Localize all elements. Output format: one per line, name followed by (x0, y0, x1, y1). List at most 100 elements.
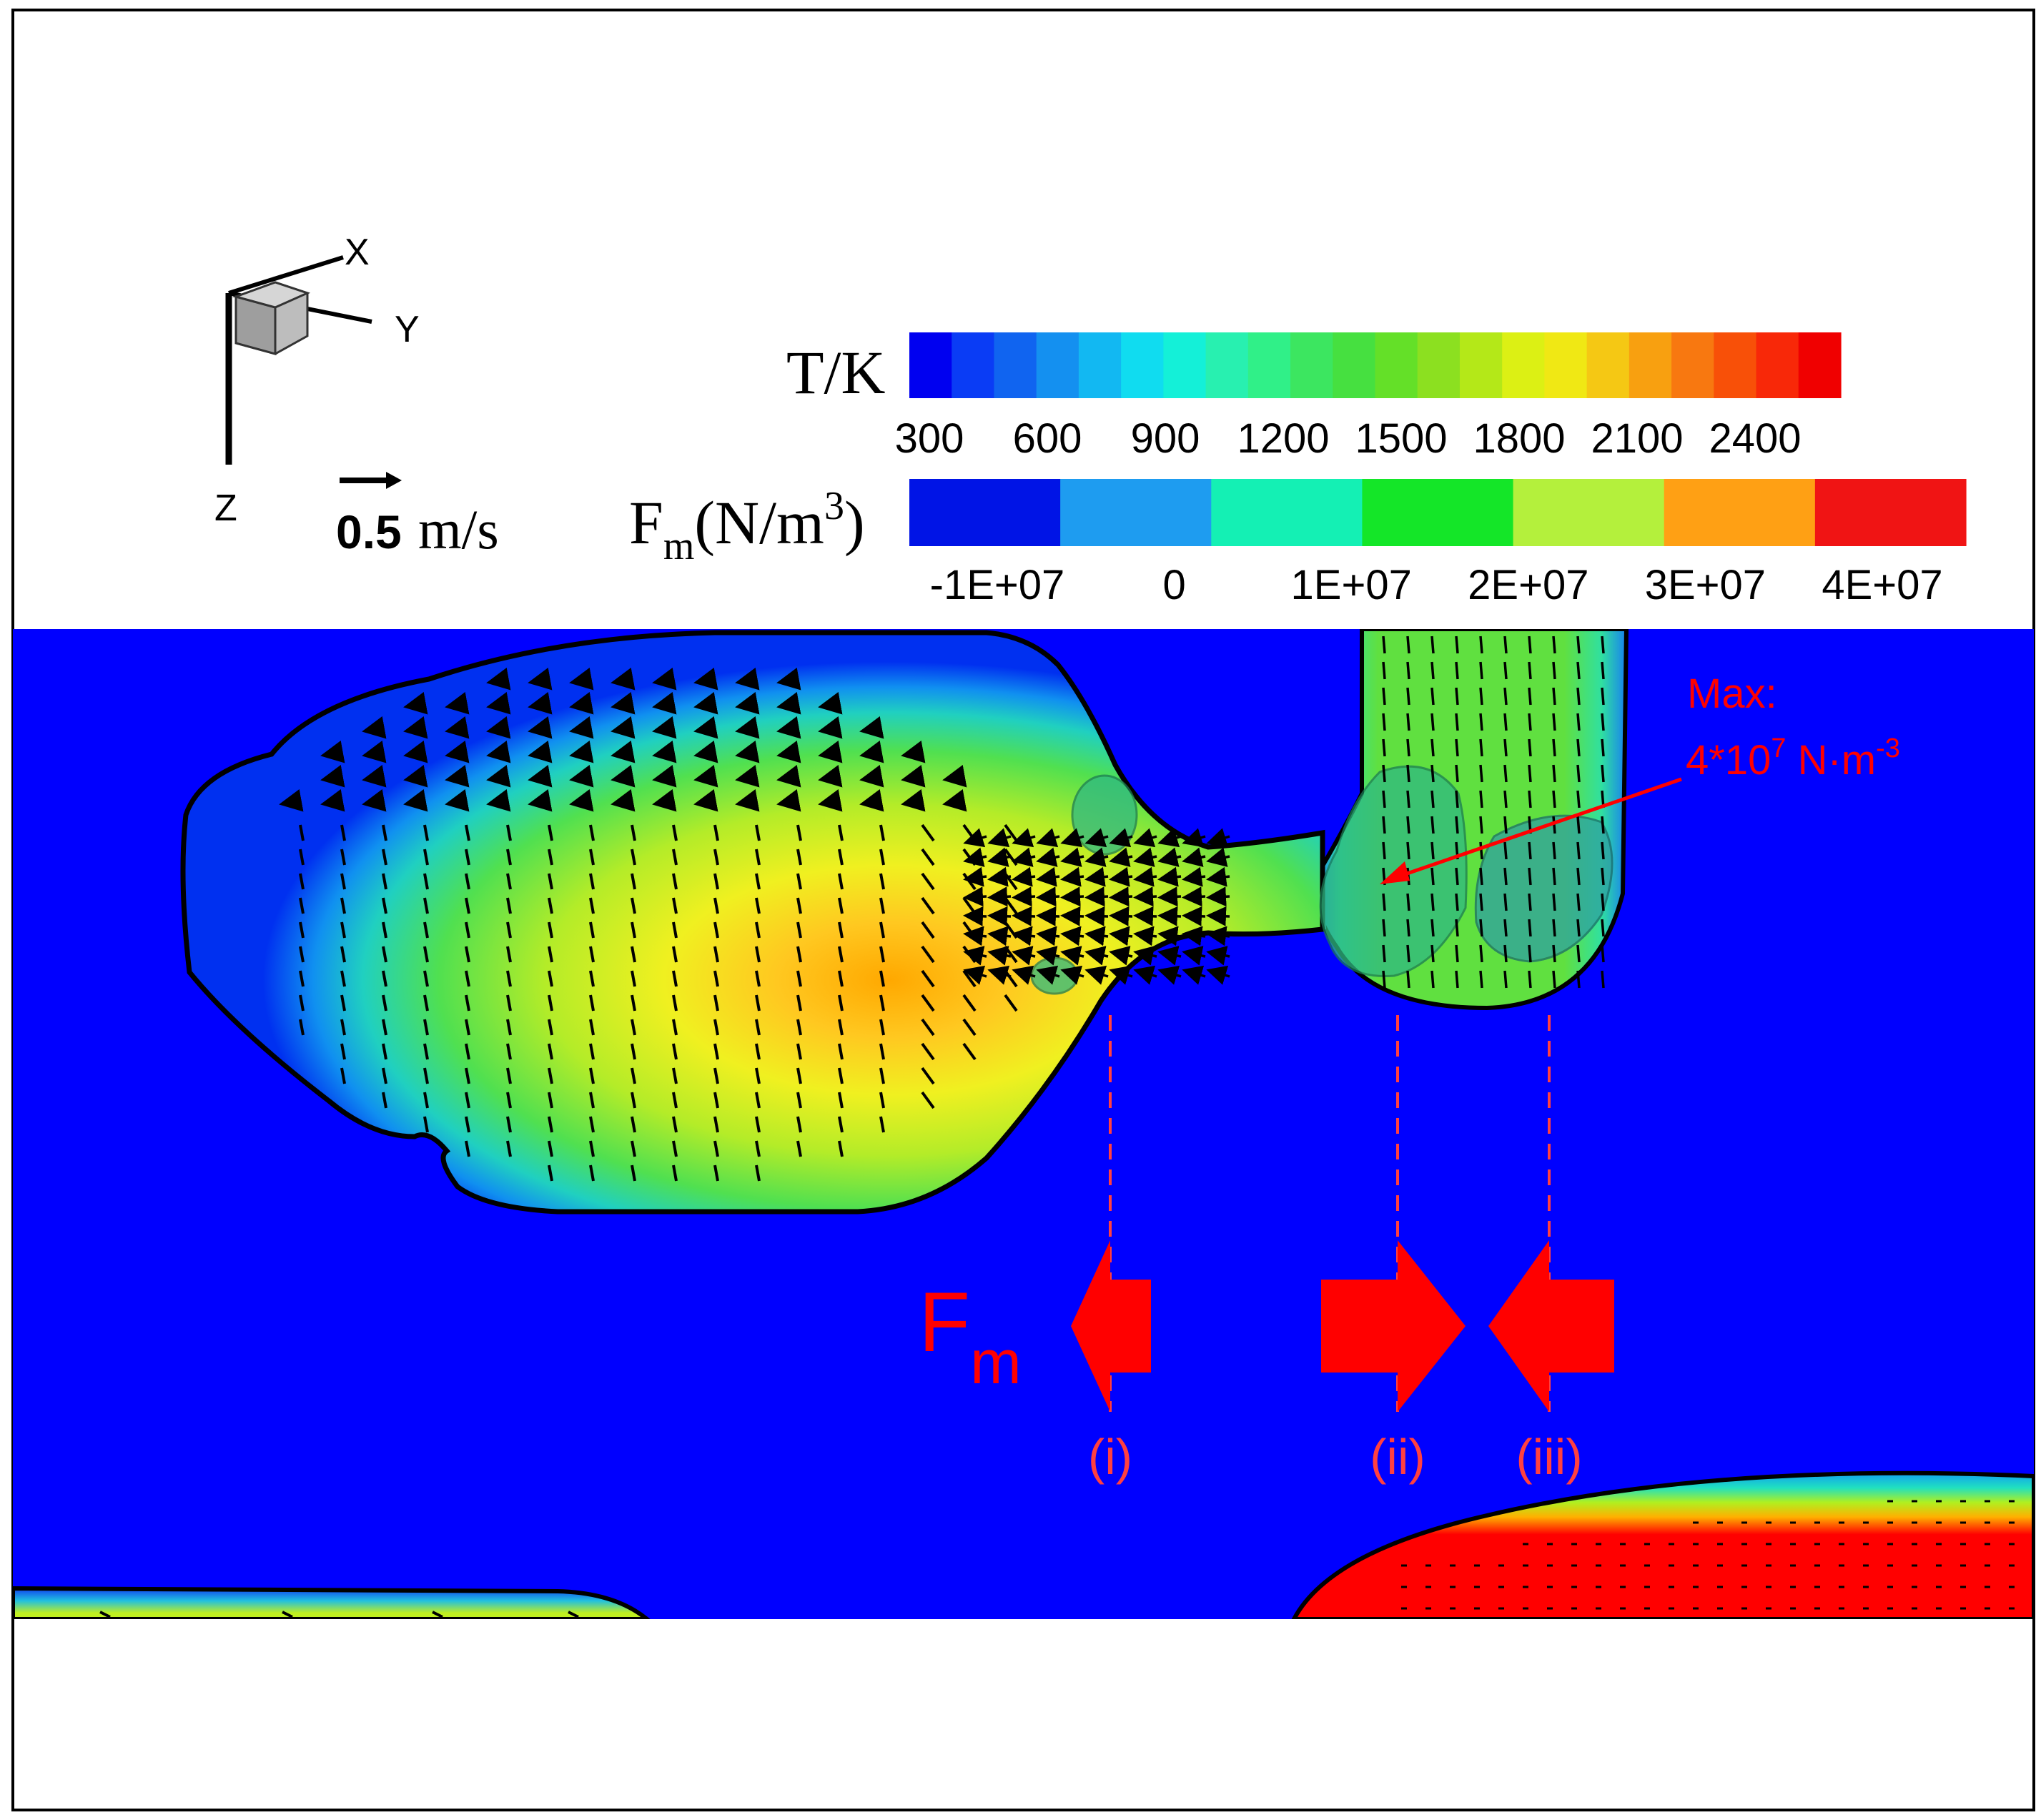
force-legend-title: Fm(N/m3) (629, 484, 865, 568)
velocity-vector (423, 1067, 429, 1084)
velocity-vector (1528, 713, 1532, 731)
velocity-vector (838, 1140, 844, 1157)
velocity-vector (962, 994, 977, 1012)
velocity-vector (569, 788, 594, 812)
velocity-vector (548, 994, 553, 1012)
velocity-vector (1503, 867, 1508, 886)
velocity-vector (1084, 866, 1109, 887)
velocity-vector (1406, 790, 1410, 808)
velocity-vector (901, 788, 926, 812)
velocity-vector (796, 873, 802, 890)
marker-i: (i) (1088, 1429, 1132, 1485)
velocity-vector (465, 824, 470, 841)
temperature-color-swatch (1247, 332, 1291, 398)
velocity-vector (776, 691, 801, 715)
max-force-annotation: Max: 4*107 N·m-3 (1380, 671, 1900, 884)
velocity-vector (987, 946, 1012, 966)
velocity-vector (1133, 866, 1157, 887)
velocity-vector (713, 873, 719, 890)
velocity-vector (693, 788, 718, 812)
velocity-vector (1004, 994, 1018, 1012)
velocity-vector (1382, 841, 1386, 860)
velocity-vector (465, 921, 470, 939)
force-legend-title-unit: (N/m (694, 488, 824, 557)
velocity-vector (1430, 816, 1435, 834)
velocity-vector (838, 824, 844, 841)
velocity-vector (1528, 893, 1532, 911)
velocity-vector (382, 970, 387, 987)
velocity-vector (1552, 970, 1556, 989)
velocity-vector (1455, 713, 1459, 731)
velocity-vector (1601, 713, 1605, 731)
velocity-vector (423, 946, 429, 963)
velocity-vector (1552, 764, 1556, 783)
velocity-vector (1528, 790, 1532, 808)
velocity-vector (1479, 893, 1483, 911)
velocity-vector (796, 1116, 802, 1133)
velocity-vector (652, 788, 677, 812)
velocity-vector (423, 1043, 429, 1060)
velocity-vector (755, 873, 761, 890)
axis-label-x: X (345, 232, 370, 273)
velocity-vector (1455, 893, 1459, 911)
velocity-vector (1084, 886, 1109, 907)
velocity-vector (1455, 790, 1459, 808)
velocity-vector (921, 848, 935, 866)
velocity-vector (403, 691, 428, 715)
velocity-vector (796, 1019, 802, 1036)
velocity-vector (1430, 919, 1435, 937)
velocity-vector (1406, 738, 1410, 757)
velocity-vector (1503, 687, 1508, 706)
velocity-vector (1503, 764, 1508, 783)
hot-droplet (1291, 1470, 2034, 1619)
velocity-vector (465, 849, 470, 866)
velocity-vector (713, 994, 719, 1012)
velocity-vector (445, 716, 470, 739)
velocity-vector (362, 740, 387, 763)
velocity-vector (1109, 866, 1133, 887)
velocity-vector (1382, 713, 1386, 731)
velocity-vector (423, 1092, 429, 1109)
velocity-vector (1406, 661, 1410, 680)
temperature-tick-label: 900 (1131, 415, 1200, 462)
velocity-vector (465, 1140, 470, 1157)
velocity-vector (1060, 847, 1084, 867)
velocity-vector (735, 716, 760, 739)
velocity-vector (528, 691, 553, 715)
velocity-vector (1382, 944, 1386, 963)
velocity-vector (1528, 764, 1532, 783)
velocity-vector (921, 896, 935, 915)
force-legend-title-sub: m (663, 524, 695, 568)
temperature-tick-label: 2100 (1591, 415, 1683, 462)
temperature-color-swatch (1586, 332, 1630, 398)
velocity-vector (921, 872, 935, 891)
velocity-vector (713, 849, 719, 866)
force-arrow-right-icon (1321, 1240, 1466, 1412)
temperature-tick-label: 1200 (1237, 415, 1329, 462)
force-legend: Fm(N/m3) -1E+07 0 1E+07 2E+07 3E+07 4E+07 (629, 479, 1967, 608)
velocity-vector (1133, 886, 1157, 907)
velocity-vector (672, 873, 678, 890)
velocity-vector (879, 1067, 885, 1084)
velocity-vector (1455, 738, 1459, 757)
marker-iii: (iii) (1516, 1429, 1582, 1485)
velocity-vectors (99, 635, 2015, 1618)
temperature-color-swatch (1544, 332, 1588, 398)
velocity-vector (1503, 661, 1508, 680)
velocity-vector (1576, 816, 1581, 834)
velocity-vector (382, 897, 387, 914)
velocity-vector (382, 946, 387, 963)
velocity-vector (755, 1140, 761, 1157)
velocity-vector (1406, 944, 1410, 963)
velocity-vector (1455, 764, 1459, 783)
velocity-vector (486, 740, 511, 763)
force-arrow-left-icon (1071, 1240, 1151, 1412)
velocity-vector (1382, 661, 1386, 680)
velocity-vector (776, 788, 801, 812)
velocity-vector (879, 970, 885, 987)
velocity-vector (465, 873, 470, 890)
velocity-vector (713, 1092, 719, 1109)
velocity-vector (506, 897, 512, 914)
velocity-vector (382, 849, 387, 866)
velocity-vector (652, 667, 677, 691)
